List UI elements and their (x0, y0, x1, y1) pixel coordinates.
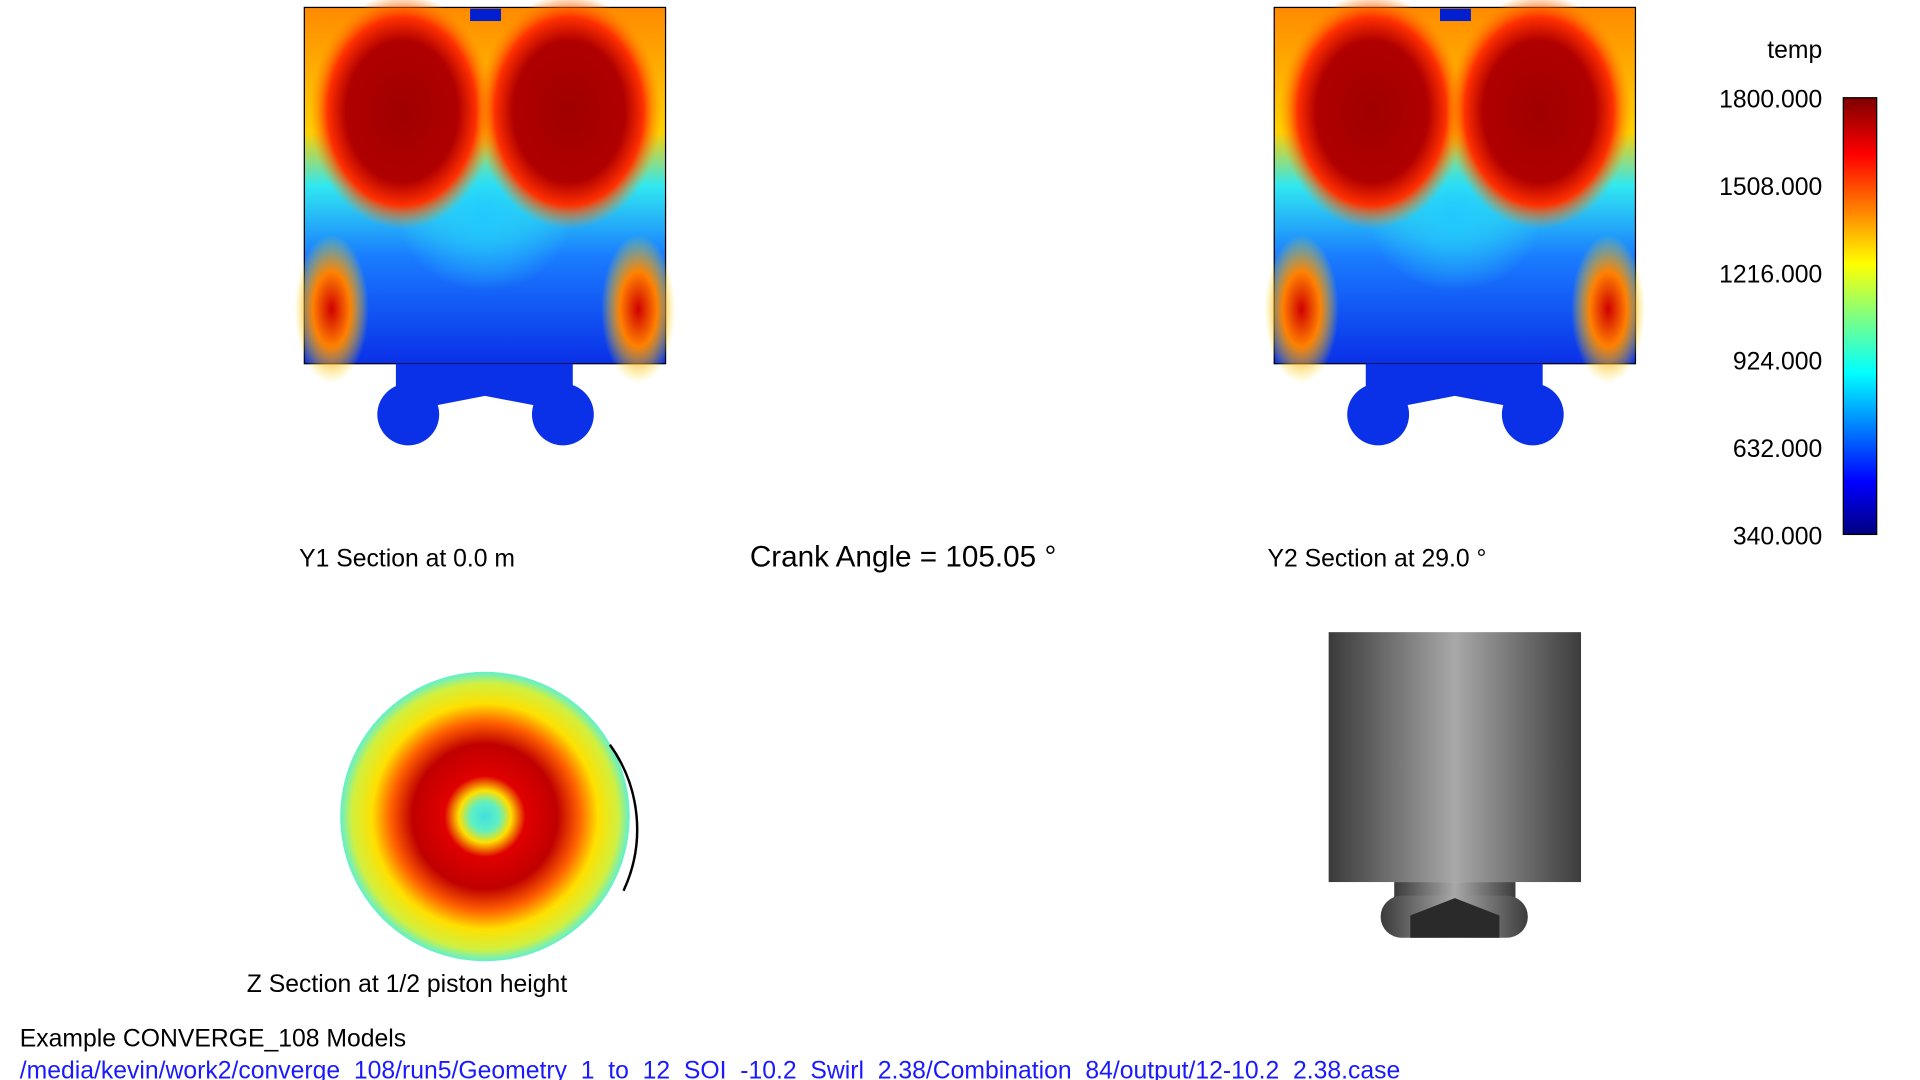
colorbar-ticks: 1800.000 1508.000 1216.000 924.000 632.000 34… (1719, 87, 1822, 551)
colorbar-tick-label: 1216.000 (1719, 261, 1822, 288)
z-label: Z Section at 1/2 piston height (247, 971, 568, 998)
colorbar-tick-label: 340.000 (1733, 523, 1822, 550)
y2-label: Y2 Section at 29.0 ° (1267, 546, 1486, 573)
colorbar-tick-label: 1508.000 (1719, 174, 1822, 201)
colorbar (1842, 97, 1878, 536)
y2-section-plot (1263, 0, 1646, 446)
y1-label: Y1 Section at 0.0 m (299, 546, 515, 573)
colorbar-tick-label: 632.000 (1733, 436, 1822, 463)
colorbar-title: temp (1767, 37, 1822, 64)
crank-angle: Crank Angle = 105.05 ° (750, 541, 1057, 574)
cylinder-geometry (1328, 632, 1582, 938)
y1-section-plot (293, 0, 677, 446)
colorbar-tick-label: 1800.000 (1719, 87, 1822, 114)
footer-title: Example CONVERGE_108 Models (20, 1026, 406, 1053)
z-section-plot (340, 671, 639, 962)
colorbar-tick-label: 924.000 (1733, 349, 1822, 376)
footer-path: /media/kevin/work2/converge_108/run5/Geo… (20, 1058, 1401, 1080)
